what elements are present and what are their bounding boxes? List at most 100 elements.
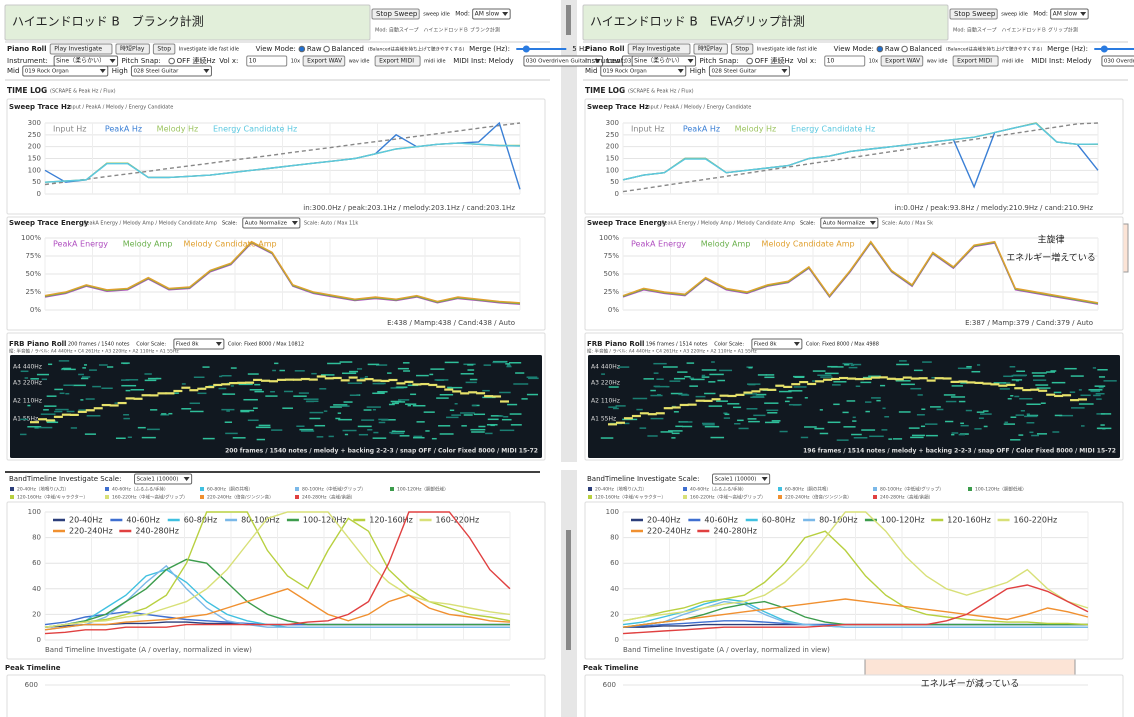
button[interactable] <box>152 43 176 55</box>
roll-melody <box>687 403 697 406</box>
select[interactable] <box>173 338 225 350</box>
button[interactable] <box>952 55 999 67</box>
y-tick-label: 0 <box>615 636 619 644</box>
input[interactable] <box>824 55 866 67</box>
roll-note <box>702 423 715 426</box>
roll-note <box>294 370 305 372</box>
legend-label: Melody Candidate Amp <box>762 240 855 249</box>
roll-note <box>673 411 679 413</box>
label: sweep idle <box>1001 12 1028 18</box>
roll-note <box>349 394 360 396</box>
series-line <box>44 240 521 304</box>
button[interactable] <box>949 8 998 20</box>
roll-note <box>1026 414 1039 417</box>
roll-melody <box>1070 399 1080 402</box>
roll-note <box>449 409 455 412</box>
roll-melody <box>237 381 247 384</box>
roll-note <box>363 409 372 411</box>
button[interactable] <box>49 43 113 55</box>
roll-melody <box>364 378 374 381</box>
roll-melody <box>109 404 119 407</box>
select[interactable] <box>130 65 212 77</box>
select[interactable] <box>523 55 604 67</box>
roll-note <box>121 384 137 387</box>
label: Sweep Trace Hz <box>587 103 649 111</box>
roll-note <box>1036 387 1051 389</box>
roll-note <box>922 361 932 363</box>
roll-note <box>337 412 342 414</box>
label: High <box>690 67 706 75</box>
select[interactable] <box>712 473 771 485</box>
band-swatch <box>588 487 592 491</box>
button-label: Stop Sweep <box>954 10 996 18</box>
roll-note <box>612 407 619 410</box>
roll-note <box>836 439 849 441</box>
radio[interactable] <box>168 57 175 65</box>
roll-note <box>868 375 881 378</box>
roll-melody <box>261 379 271 382</box>
button[interactable] <box>302 55 346 67</box>
button[interactable] <box>371 8 420 20</box>
roll-melody <box>831 377 841 381</box>
roll-note <box>20 418 28 421</box>
radio[interactable] <box>746 57 753 65</box>
roll-note <box>390 387 404 389</box>
button[interactable] <box>730 43 754 55</box>
radio[interactable] <box>323 45 330 53</box>
button[interactable] <box>374 55 421 67</box>
select[interactable] <box>708 65 790 77</box>
button[interactable] <box>627 43 691 55</box>
roll-note <box>202 366 210 368</box>
select[interactable] <box>1101 55 1134 67</box>
roll-note <box>397 367 409 370</box>
label: 200 frames / 1540 notes / melody + backi… <box>225 448 538 455</box>
roll-note <box>342 372 357 375</box>
legend-label: 80-100Hz <box>241 516 280 525</box>
button[interactable] <box>115 43 150 55</box>
radio[interactable] <box>876 45 884 53</box>
label: OFF 連続Hz <box>177 56 216 65</box>
roll-note <box>710 436 725 439</box>
roll-note <box>608 406 617 408</box>
roll-note <box>444 361 459 364</box>
roll-note <box>40 413 56 415</box>
roll-melody <box>229 382 239 385</box>
slider-thumb[interactable] <box>1100 45 1108 53</box>
roll-note <box>43 409 49 411</box>
roll-note <box>20 370 29 373</box>
select[interactable] <box>600 65 687 77</box>
roll-melody <box>974 381 984 384</box>
roll-note <box>219 375 223 378</box>
roll-melody <box>807 382 817 386</box>
roll-melody <box>300 377 310 381</box>
band-swatch <box>683 487 687 491</box>
select-value: Auto Normalize <box>823 221 866 227</box>
select[interactable] <box>820 217 879 229</box>
roll-melody <box>69 413 79 416</box>
y-tick-label: 20 <box>610 610 619 618</box>
legend-label: Melody Hz <box>735 125 777 134</box>
roll-note <box>792 404 800 406</box>
button-label: Stop Sweep <box>376 10 418 18</box>
roll-note <box>639 427 647 429</box>
radio[interactable] <box>298 45 306 53</box>
input[interactable] <box>246 55 288 67</box>
select[interactable] <box>472 8 511 20</box>
select[interactable] <box>242 217 301 229</box>
roll-note <box>1024 415 1038 418</box>
roll-note <box>92 385 101 388</box>
select[interactable] <box>1050 8 1089 20</box>
select[interactable] <box>134 473 193 485</box>
button[interactable] <box>693 43 728 55</box>
select[interactable] <box>22 65 109 77</box>
button[interactable] <box>880 55 924 67</box>
roll-note <box>851 433 862 436</box>
select-value: Auto Normalize <box>245 221 288 227</box>
card <box>6 98 546 215</box>
roll-note <box>945 420 954 423</box>
slider-thumb[interactable] <box>522 45 530 53</box>
roll-melody <box>695 399 705 402</box>
roll-melody <box>934 377 944 380</box>
select[interactable] <box>751 338 803 350</box>
radio[interactable] <box>901 45 908 53</box>
